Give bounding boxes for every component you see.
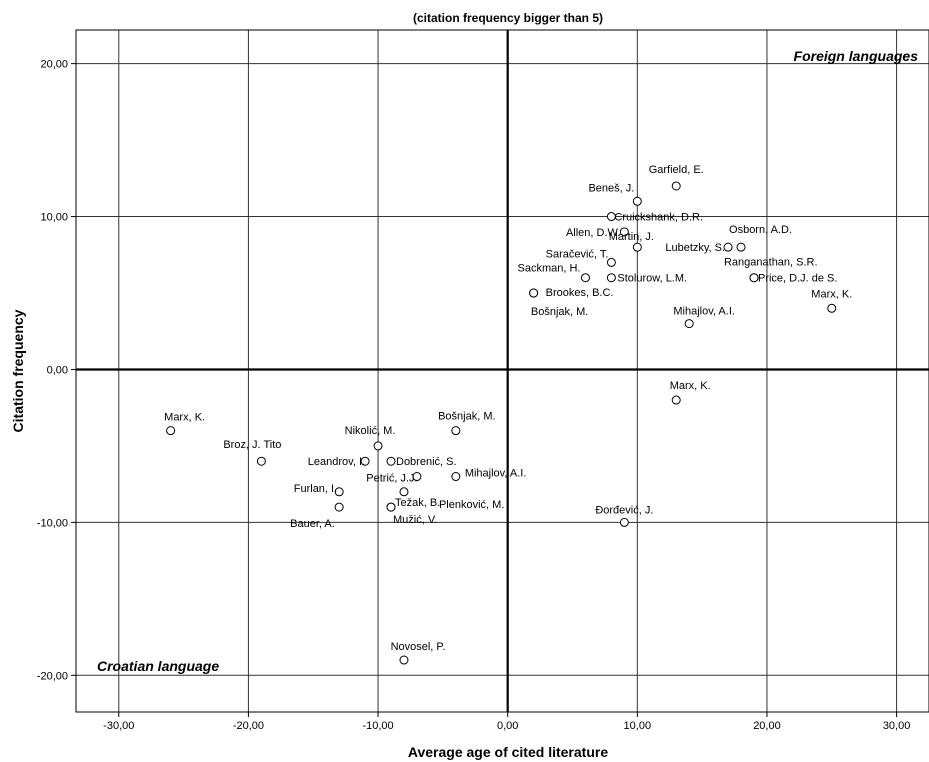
y-tick-label: -20,00 — [37, 670, 68, 682]
point-label: Leandrov, I. — [308, 456, 365, 468]
plot-frame — [75, 29, 929, 713]
point-label: Allen, D.W. — [566, 227, 620, 239]
data-point — [749, 273, 759, 283]
data-point — [619, 227, 629, 237]
x-tick-label: -10,00 — [362, 720, 393, 732]
chart-title: (citation frequency bigger than 5) — [413, 11, 603, 25]
data-point — [684, 319, 694, 329]
point-label: Bošnjak, M. — [438, 411, 495, 423]
x-tick-label: -30,00 — [103, 720, 134, 732]
data-point — [373, 441, 383, 451]
point-label: Saračević, T. — [546, 248, 609, 260]
point-label: Stolurow, L.M. — [617, 273, 687, 285]
data-point — [736, 242, 746, 252]
y-axis-title: Citation frequency — [10, 309, 26, 432]
data-point — [606, 273, 616, 283]
y-tick-label: 20,00 — [40, 59, 68, 71]
point-label: Ranganathan, S.R. — [724, 257, 818, 269]
axis-ticks: -30,00 -20,00 -10,00 0,00 10,00 20,00 30,00 -20… — [37, 59, 911, 732]
point-label: Plenković, M. — [439, 499, 504, 511]
point-label: Mihajlov, A.I. — [673, 306, 735, 318]
data-point — [334, 487, 344, 497]
point-label: Martin, J. — [609, 231, 654, 243]
point-label: Novosel, P. — [391, 641, 446, 653]
data-point — [632, 242, 642, 252]
y-tick-label: -10,00 — [37, 517, 68, 529]
x-tick-label: 20,00 — [753, 720, 781, 732]
point-label: Mihajlov, A.I. — [465, 468, 527, 480]
point-label: Marx, K. — [670, 380, 711, 392]
data-point — [360, 456, 370, 466]
data-point — [399, 655, 409, 665]
data-point — [606, 212, 616, 222]
point-label: Težak, B. — [395, 497, 440, 509]
data-point — [412, 472, 422, 482]
data-point — [671, 181, 681, 191]
data-point — [256, 456, 266, 466]
zero-axes — [76, 30, 929, 712]
point-label: Lubetzky, S. — [665, 242, 725, 254]
point-label: Petrić, J.J. — [366, 473, 417, 485]
quadrant-label-foreign: Foreign languages — [794, 48, 919, 64]
x-tick-label: 10,00 — [624, 720, 652, 732]
data-point — [166, 426, 176, 436]
point-label: Price, D.J. de S. — [758, 273, 837, 285]
quadrant-label-croatian: Croatian language — [97, 658, 219, 674]
point-label: Garfield, E. — [649, 164, 704, 176]
point-label: Mužić, V. — [393, 514, 437, 526]
point-label: Broz, J. Tito — [223, 439, 281, 451]
x-axis-title: Average age of cited literature — [408, 744, 608, 760]
point-label: Bauer, A. — [290, 518, 335, 530]
data-point — [671, 395, 681, 405]
point-label: Dobrenić, S. — [396, 456, 457, 468]
point-label: Marx, K. — [164, 412, 205, 424]
data-point — [827, 303, 837, 313]
point-label: Cruickshank, D.R. — [614, 212, 703, 224]
data-point — [386, 502, 396, 512]
data-point — [580, 273, 590, 283]
y-tick-label: 10,00 — [40, 212, 68, 224]
x-tick-label: -20,00 — [233, 720, 264, 732]
data-point — [723, 242, 733, 252]
data-point — [334, 502, 344, 512]
data-point — [606, 257, 616, 267]
data-point — [451, 472, 461, 482]
point-label: Marx, K. — [811, 288, 852, 300]
point-label: Bošnjak, M. — [531, 306, 588, 318]
point-label: Brookes, B.C. — [546, 287, 614, 299]
y-tick-label: 0,00 — [47, 364, 68, 376]
point-labels: Garfield, E. Beneš, J. Cruickshank, D.R. Al… — [164, 164, 852, 653]
data-point — [386, 456, 396, 466]
data-point — [451, 426, 461, 436]
data-points — [166, 181, 837, 665]
x-tick-label: 0,00 — [497, 720, 518, 732]
point-label: Sackman, H. — [517, 263, 580, 275]
point-label: Furlan, I. — [294, 483, 337, 495]
point-label: Osborn, A.D. — [729, 224, 792, 236]
point-label: Nikolić, M. — [345, 425, 396, 437]
x-tick-label: 30,00 — [883, 720, 911, 732]
data-point — [632, 196, 642, 206]
data-point — [399, 487, 409, 497]
data-point — [619, 517, 629, 527]
point-label: Beneš, J. — [588, 182, 634, 194]
data-point — [529, 288, 539, 298]
point-label: Đorđević, J. — [595, 504, 653, 516]
grid-lines — [76, 30, 929, 712]
